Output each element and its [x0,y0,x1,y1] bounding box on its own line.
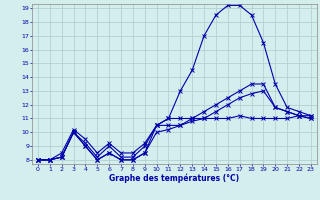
X-axis label: Graphe des températures (°C): Graphe des températures (°C) [109,173,239,183]
